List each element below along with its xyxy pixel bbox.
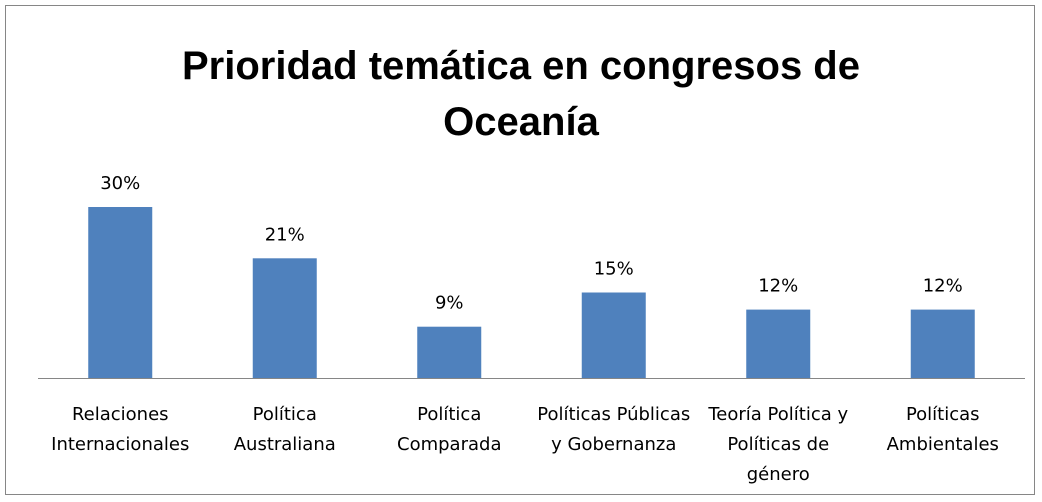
bar <box>746 309 811 378</box>
x-tick-label: Políticas Ambientales <box>886 404 999 455</box>
x-tick-label: Teoría Política y Políticas de género <box>708 404 849 485</box>
data-label: 12% <box>758 276 798 297</box>
data-label: 21% <box>265 224 305 245</box>
data-label: 9% <box>435 293 464 314</box>
data-label: 15% <box>594 259 634 280</box>
bar <box>417 326 482 378</box>
chart-frame <box>5 5 1035 495</box>
x-tick-label: Política Comparada <box>397 404 502 455</box>
x-tick-label: Política Australiana <box>233 404 336 455</box>
bar <box>910 309 975 378</box>
bar <box>581 292 646 378</box>
x-tick-label: Políticas Públicas y Gobernanza <box>537 404 691 455</box>
bar <box>252 258 317 378</box>
chart-title: Prioridad temática en congresos de Ocean… <box>182 44 860 144</box>
data-label: 12% <box>923 276 963 297</box>
bar <box>88 207 153 378</box>
x-tick-label: Relaciones Internacionales <box>51 404 190 455</box>
data-label: 30% <box>100 173 140 194</box>
